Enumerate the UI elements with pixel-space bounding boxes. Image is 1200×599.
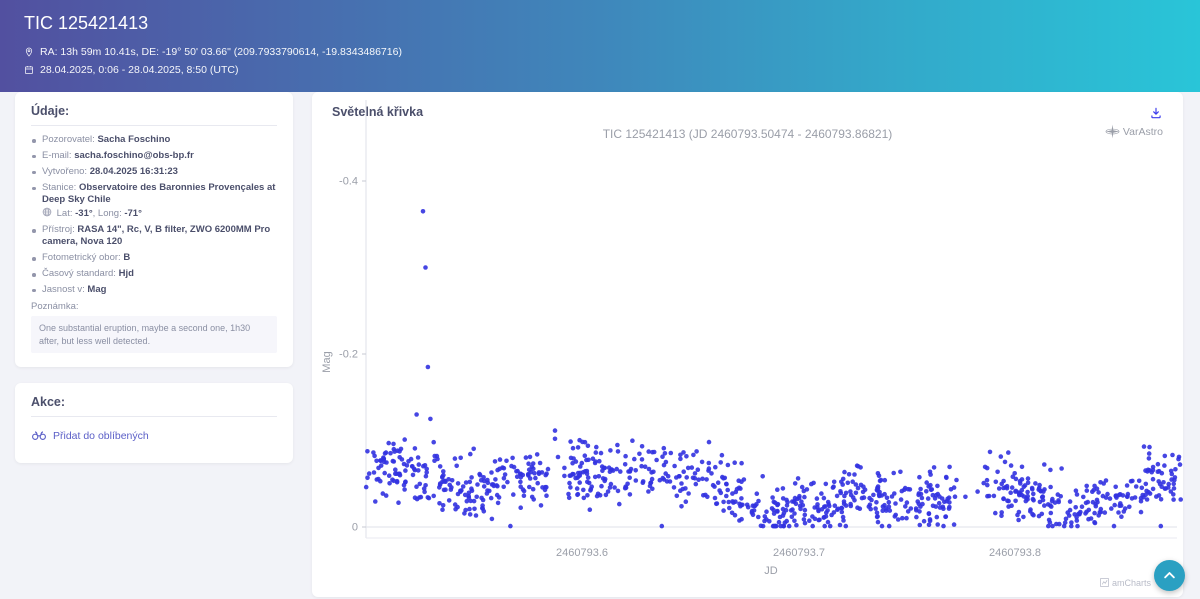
svg-text:0: 0 [352, 522, 358, 534]
svg-text:Mag: Mag [321, 351, 333, 372]
svg-text:-0.4: -0.4 [339, 176, 358, 188]
svg-text:2460793.8: 2460793.8 [989, 547, 1041, 559]
svg-text:JD: JD [764, 565, 778, 577]
svg-text:-0.2: -0.2 [339, 349, 358, 361]
svg-text:2460793.7: 2460793.7 [773, 547, 825, 559]
svg-text:2460793.6: 2460793.6 [556, 547, 608, 559]
